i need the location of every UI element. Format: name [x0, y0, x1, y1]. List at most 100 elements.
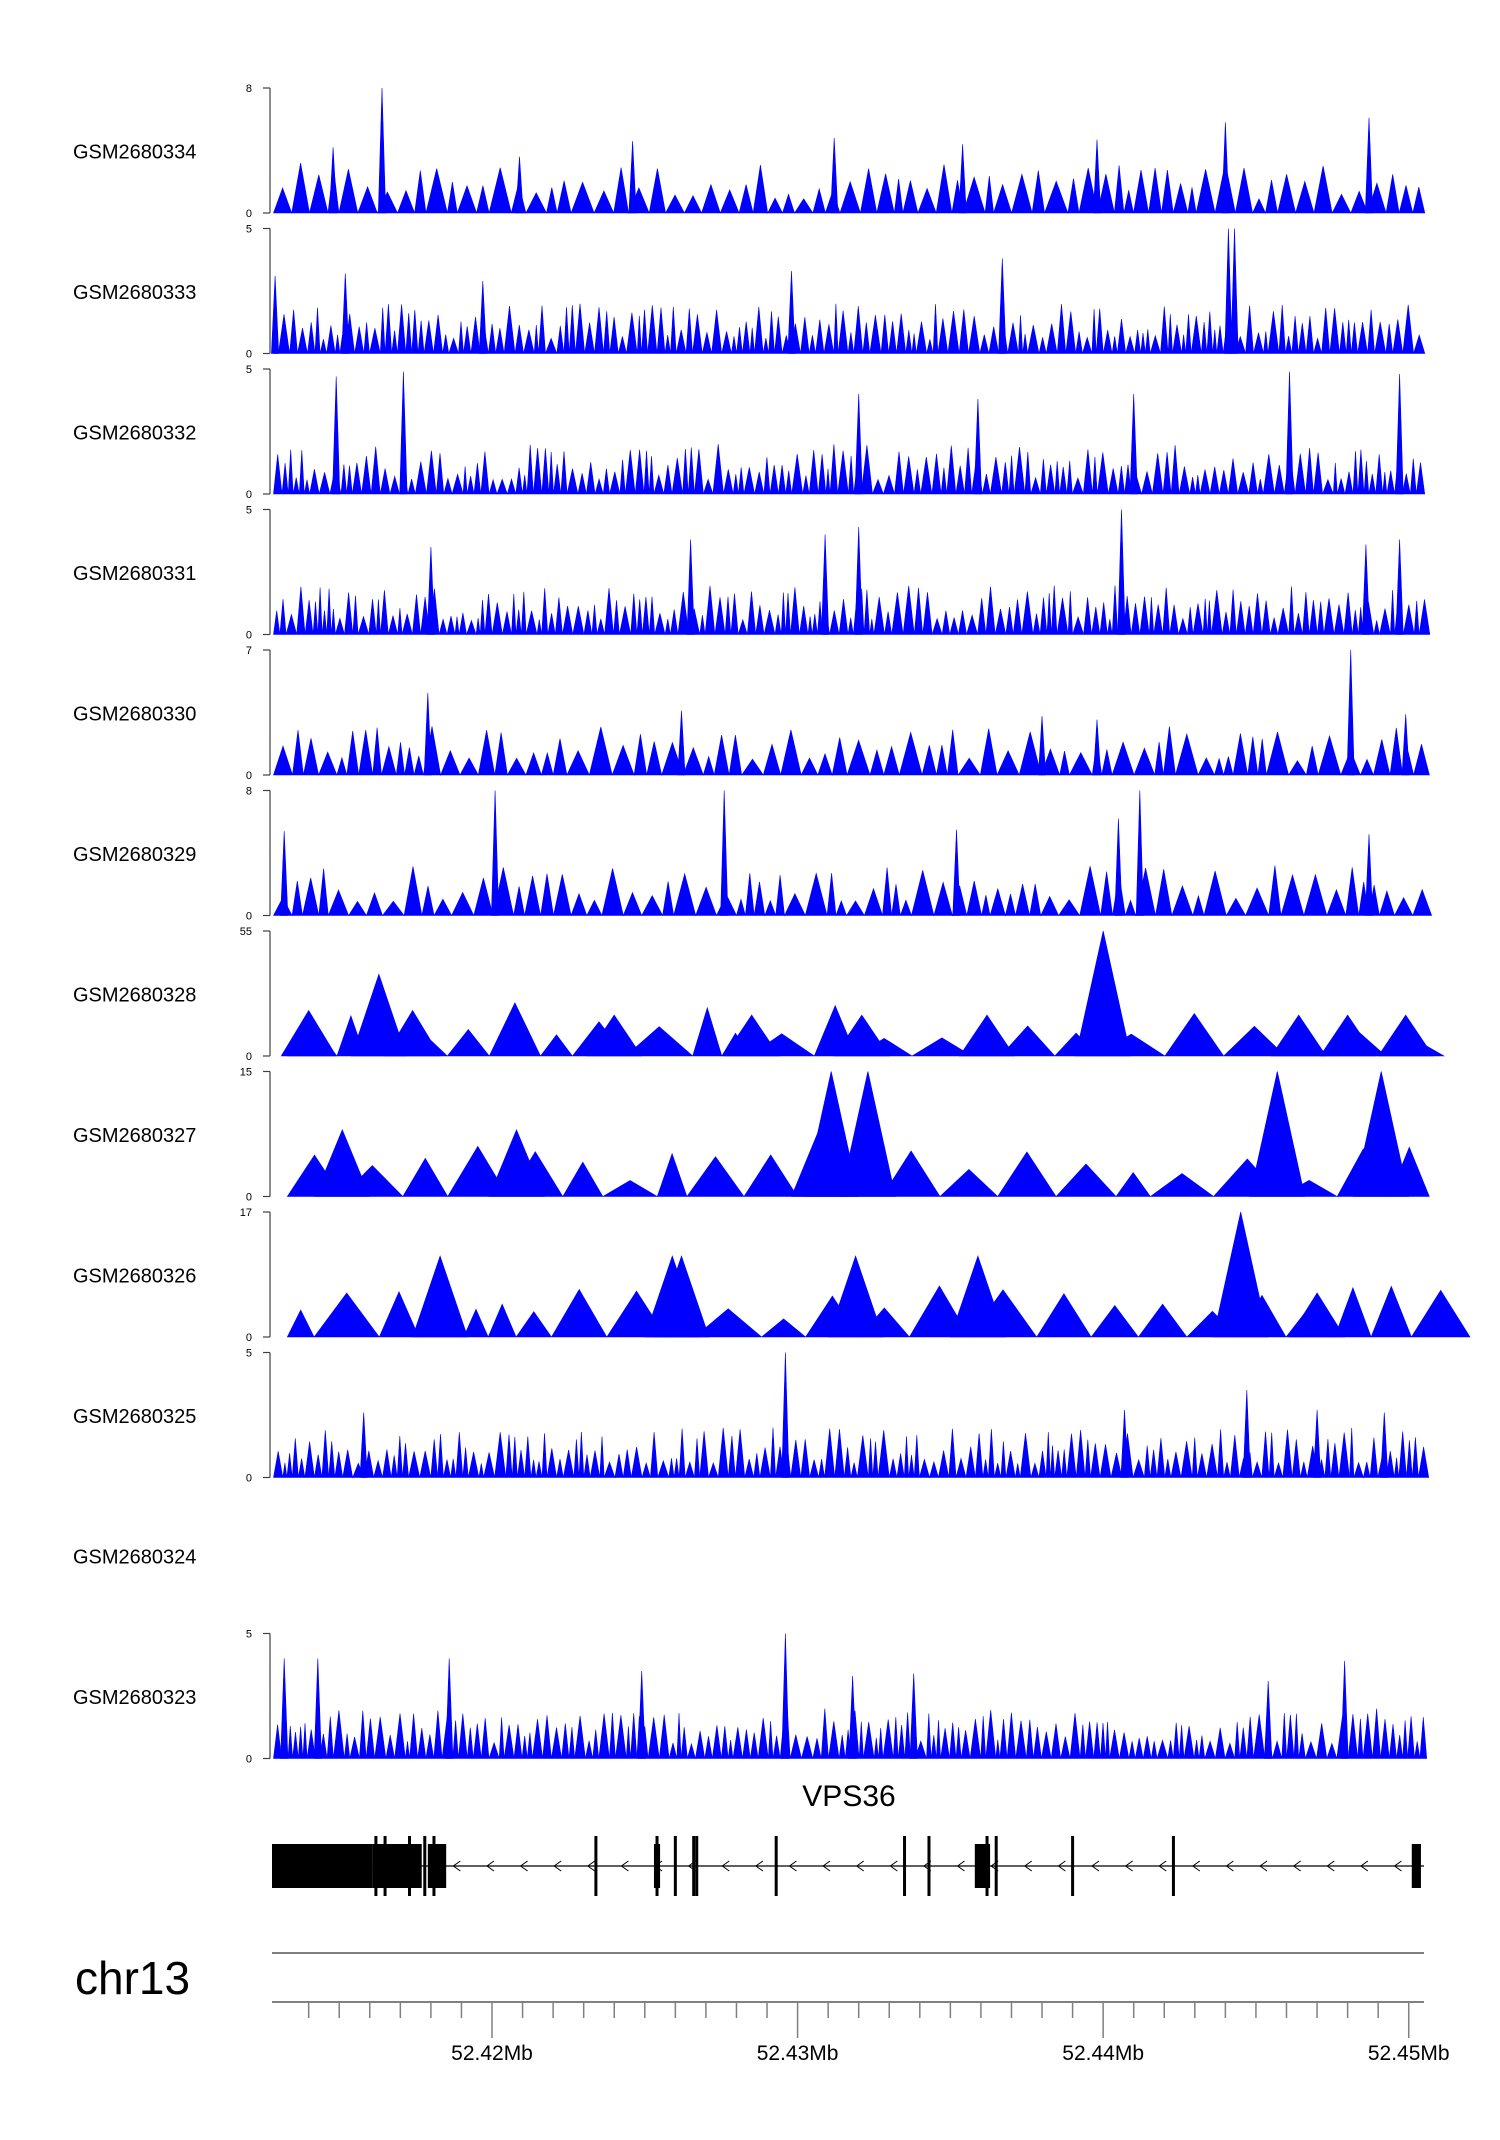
signal-peak [350, 973, 407, 1057]
track-GSM2680323: GSM2680323 5 0 [73, 1629, 1428, 1766]
signal-peak [1230, 228, 1239, 354]
strand-arrow [1292, 1860, 1301, 1872]
signal-peak [781, 1352, 790, 1478]
signal-peak [973, 398, 982, 495]
signal-peak [1114, 818, 1123, 916]
gene-model [272, 1836, 1424, 1896]
signal-peak [384, 1009, 441, 1057]
signal-peak [271, 275, 280, 354]
track-label: GSM2680332 [73, 423, 196, 445]
signal-peak [723, 1014, 780, 1057]
exon [692, 1836, 696, 1896]
signal-peak [1346, 649, 1355, 776]
gene-label: VPS36 [802, 1780, 895, 1813]
signal-peak [445, 1658, 454, 1759]
signal-peak [830, 137, 839, 214]
strand-arrow [788, 1860, 797, 1872]
axis-tick-label: 52.44Mb [1062, 2042, 1144, 2065]
coverage-area [273, 865, 1433, 917]
gene-utr-block [272, 1844, 373, 1888]
signal-peak [637, 1670, 646, 1759]
exon [903, 1836, 907, 1896]
y-tick-label-min: 0 [246, 630, 252, 642]
signal-peak [1264, 1680, 1273, 1759]
signal-peak [1353, 1071, 1410, 1197]
coverage-area [273, 1427, 1430, 1479]
strand-arrow [1191, 1860, 1201, 1872]
exon-block [1411, 1844, 1421, 1888]
signal-peak [1319, 1014, 1376, 1057]
signal-peak [1361, 544, 1370, 635]
y-tick-label-max: 17 [240, 1207, 252, 1219]
gene-utr-block [427, 1844, 447, 1888]
signal-peak [332, 376, 341, 495]
chromosome-ideogram: chr13 [75, 1952, 1424, 2004]
signal-peak [412, 1255, 469, 1338]
signal-peak [677, 710, 686, 776]
track-GSM2680328: GSM2680328 55 0 [73, 926, 1446, 1063]
y-tick-label-max: 15 [240, 1067, 252, 1079]
track-label: GSM2680330 [73, 704, 196, 726]
signal-peak [848, 1675, 857, 1759]
signal-peak [833, 1014, 890, 1057]
track-GSM2680331: GSM2680331 5 0 [73, 505, 1431, 642]
strand-arrow [889, 1860, 898, 1872]
y-tick-label-max: 5 [246, 224, 252, 236]
signal-peak [488, 1129, 545, 1197]
signal-peak [586, 1014, 643, 1057]
track-label: GSM2680328 [73, 985, 196, 1007]
exon-block [974, 1844, 991, 1888]
signal-peak [1364, 117, 1374, 214]
signal-peak [1093, 139, 1102, 214]
track-GSM2680324: GSM2680324 [73, 1547, 196, 1569]
track-label: GSM2680324 [73, 1547, 196, 1569]
signal-peak [1249, 1071, 1306, 1197]
strand-arrow [1225, 1860, 1234, 1872]
signal-peak [491, 790, 500, 916]
signal-peak [854, 526, 863, 635]
strand-arrow [1326, 1860, 1335, 1872]
signal-peak [1340, 1660, 1349, 1759]
signal-peak [1093, 719, 1102, 776]
coverage-area [273, 585, 1431, 635]
signal-peak [329, 147, 338, 214]
strand-arrow [452, 1860, 461, 1872]
signal-peak [280, 1009, 337, 1057]
signal-peak [1285, 371, 1294, 495]
exon [383, 1836, 387, 1896]
strand-arrow [1057, 1860, 1066, 1872]
signal-peak [1395, 539, 1404, 635]
exon [774, 1836, 778, 1896]
exon-block [653, 1844, 661, 1888]
signal-peak [909, 1673, 918, 1759]
signal-peak [515, 156, 524, 214]
strand-arrow [721, 1860, 730, 1872]
y-tick-label-min: 0 [246, 1051, 252, 1063]
signal-peak [1038, 716, 1047, 776]
coverage-area [273, 303, 1426, 354]
coverage-area [273, 1708, 1428, 1759]
y-tick-label-min: 0 [246, 770, 252, 782]
signal-peak [1212, 1211, 1269, 1338]
strand-arrow [1091, 1860, 1100, 1872]
y-tick-label-min: 0 [246, 1473, 252, 1485]
y-tick-label-max: 55 [240, 926, 252, 938]
signal-peak [1117, 509, 1126, 635]
strand-arrow [1393, 1860, 1402, 1872]
signal-peak [399, 371, 408, 495]
signal-peak [423, 692, 432, 776]
signal-peak [787, 270, 796, 354]
coverage-area [273, 163, 1426, 215]
y-tick-label-min: 0 [246, 349, 252, 361]
signal-peak [1377, 1014, 1434, 1057]
track-GSM2680325: GSM2680325 5 0 [73, 1348, 1430, 1485]
strand-arrow [620, 1860, 629, 1872]
y-tick-label-min: 0 [246, 1332, 252, 1344]
track-label: GSM2680333 [73, 282, 196, 304]
exon [927, 1836, 931, 1896]
strand-arrow [1023, 1860, 1033, 1872]
exon [994, 1836, 998, 1896]
signal-peak [720, 790, 729, 916]
track-label: GSM2680323 [73, 1687, 196, 1709]
signal-peak [1270, 1014, 1327, 1057]
